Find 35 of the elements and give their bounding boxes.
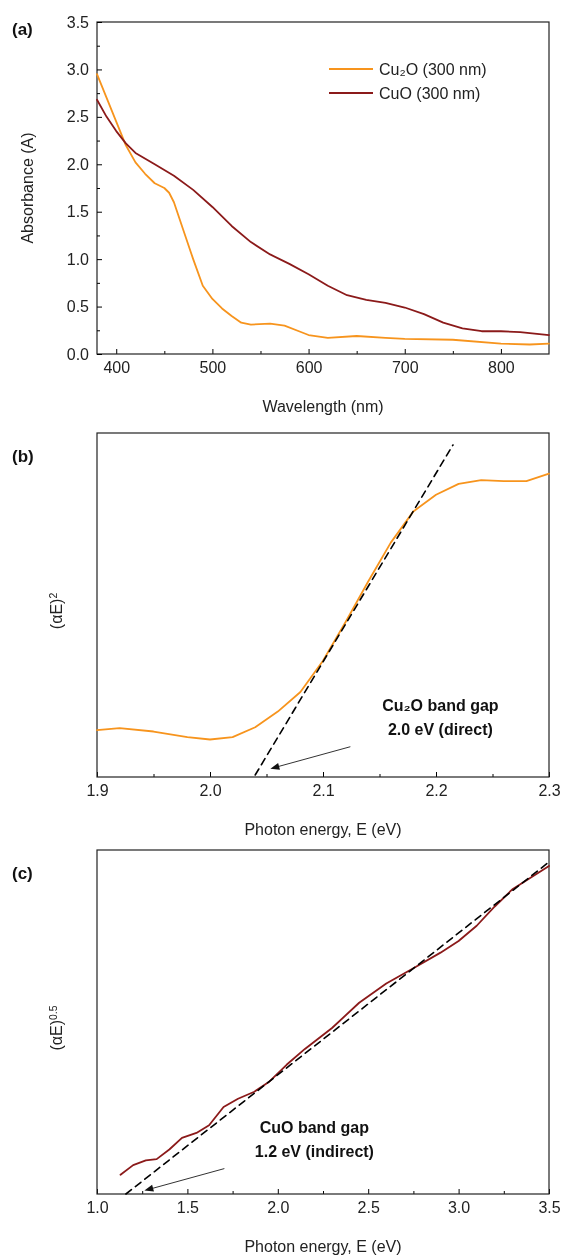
chart-title: (c): [12, 864, 33, 883]
annotation: Cu₂O band gap 2.0 eV (direct): [382, 696, 499, 738]
x-tick-label: 2.3: [538, 782, 561, 800]
legend-label: Cu₂O (300 nm): [379, 61, 487, 78]
x-tick-label: 2.5: [357, 1199, 380, 1217]
legend-label: CuO (300 nm): [379, 85, 481, 102]
x-tick-label: 1.5: [176, 1199, 200, 1217]
x-axis-title: Photon energy, E (eV): [244, 1238, 402, 1255]
annotation: CuO band gap 1.2 eV (indirect): [254, 1118, 374, 1160]
x-tick-label: 1.9: [86, 782, 109, 800]
y-tick-label: 2.0: [66, 155, 90, 173]
x-tick-label: 600: [295, 359, 323, 377]
x-tick-label: 3.0: [447, 1199, 471, 1217]
x-axis-title: Photon energy, E (eV): [244, 821, 402, 838]
x-tick-label: 2.0: [267, 1199, 290, 1217]
y-tick-label: 0.5: [66, 298, 90, 316]
y-tick-label: 3.0: [66, 61, 90, 79]
x-tick-label: 3.5: [538, 1199, 561, 1217]
y-tick-label: 0.0: [66, 345, 90, 363]
x-tick-label: 1.0: [86, 1199, 109, 1217]
x-tick-label: 700: [391, 359, 419, 377]
x-tick-label: 500: [199, 359, 227, 377]
x-tick-label: 800: [488, 359, 515, 377]
x-tick-label: 2.1: [312, 782, 335, 800]
y-tick-label: 3.5: [66, 13, 90, 31]
chart-title: (b): [12, 447, 34, 466]
x-axis-title: Wavelength (nm): [262, 398, 384, 415]
y-tick-label: 2.5: [66, 108, 90, 126]
y-tick-label: 1.0: [66, 250, 90, 268]
x-tick-label: 400: [103, 359, 131, 377]
y-axis-title: Absorbance (A): [19, 132, 36, 244]
chart-title: (a): [12, 20, 33, 39]
x-tick-label: 2.2: [425, 782, 448, 800]
x-tick-label: 2.0: [199, 782, 222, 800]
y-tick-label: 1.5: [66, 203, 90, 221]
